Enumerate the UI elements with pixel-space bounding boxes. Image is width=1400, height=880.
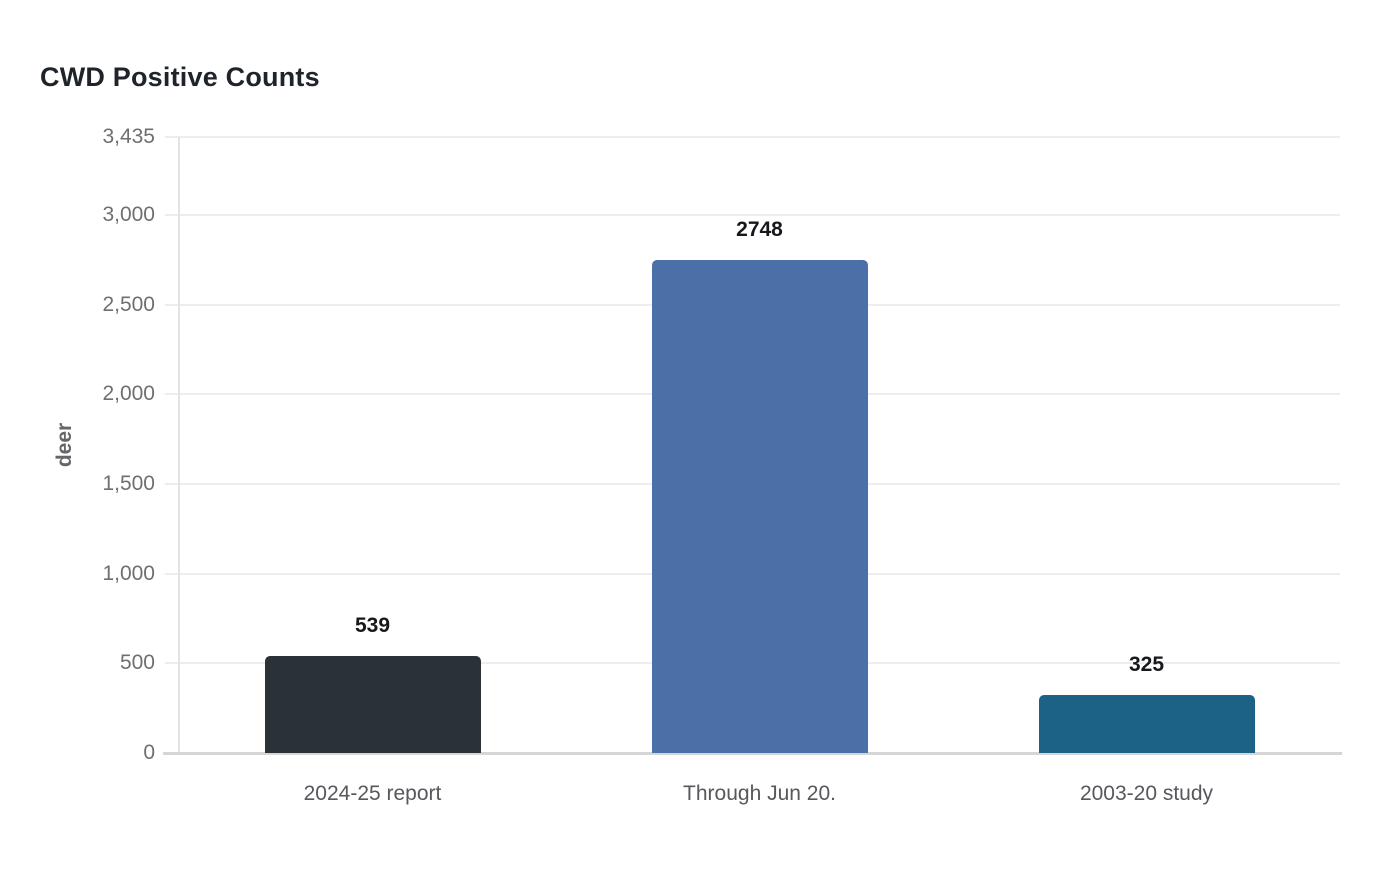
- bar-value-label: 539: [354, 614, 391, 638]
- y-axis-line: [178, 137, 180, 753]
- gridline: [165, 136, 1340, 138]
- bar-value-label: 2748: [736, 218, 783, 242]
- x-category-label: 2003-20 study: [1079, 782, 1214, 805]
- bar-2003-20-study[interactable]: [1038, 694, 1255, 753]
- bar-2024-25-report[interactable]: [264, 656, 481, 753]
- bar-through-jun-20-[interactable]: [651, 260, 868, 753]
- x-category-label: 2024-25 report: [303, 782, 442, 805]
- y-tick-label: 3,000: [102, 203, 155, 226]
- y-tick-label: 2,000: [102, 382, 155, 406]
- y-tick-label: 1,500: [102, 472, 155, 495]
- y-tick-label: 2,500: [102, 292, 155, 316]
- chart-title: CWD Positive Counts: [40, 62, 320, 92]
- x-axis-line: [163, 751, 1342, 755]
- y-tick-label: 0: [143, 741, 155, 764]
- gridline: [165, 214, 1340, 216]
- bar-value-label: 325: [1128, 652, 1165, 676]
- x-category-label: Through Jun 20.: [683, 782, 836, 805]
- y-tick-label: 3,435: [102, 125, 155, 148]
- y-axis-title: deer: [53, 422, 76, 468]
- y-tick-label: 500: [119, 651, 155, 675]
- y-tick-label: 1,000: [102, 561, 155, 585]
